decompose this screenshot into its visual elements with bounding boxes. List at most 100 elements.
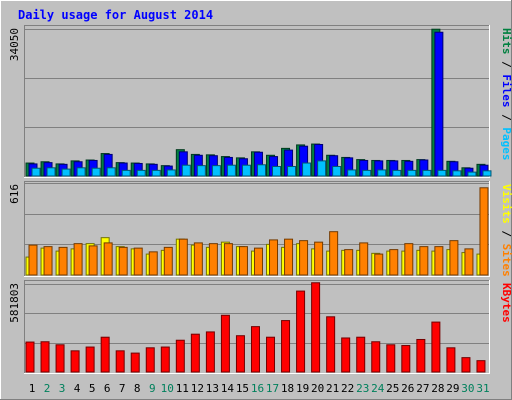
x-label-day-7: 7 bbox=[119, 382, 126, 395]
y-max-label-kbytes: 581803 bbox=[8, 283, 21, 323]
x-label-day-12: 12 bbox=[191, 382, 204, 395]
bar-kbytes-kbytes-day-26 bbox=[401, 345, 411, 373]
x-label-day-29: 29 bbox=[446, 382, 459, 395]
bar-kbytes-kbytes-day-2 bbox=[40, 341, 50, 373]
panel-kbytes: 581803 KBytes bbox=[8, 280, 512, 374]
bar-kbytes-kbytes-day-7 bbox=[115, 350, 125, 373]
legend-visits: Visits / Sites bbox=[500, 184, 512, 277]
legend-item-files: Files bbox=[500, 74, 512, 107]
x-label-day-15: 15 bbox=[236, 382, 249, 395]
bar-visits-sites-day-1 bbox=[28, 244, 38, 276]
x-label-day-27: 27 bbox=[416, 382, 429, 395]
panel-hits: 34050 Hits / Files / Pages bbox=[8, 25, 512, 178]
bar-hits-pages-day-7 bbox=[121, 169, 131, 177]
bar-hits-pages-day-10 bbox=[166, 169, 176, 177]
x-label-day-26: 26 bbox=[401, 382, 414, 395]
bar-visits-sites-day-29 bbox=[449, 240, 459, 276]
bar-kbytes-kbytes-day-22 bbox=[341, 337, 351, 373]
bar-kbytes-kbytes-day-31 bbox=[476, 360, 486, 373]
bar-kbytes-kbytes-day-19 bbox=[296, 290, 306, 373]
x-label-day-24: 24 bbox=[371, 382, 385, 395]
bar-hits-pages-day-8 bbox=[136, 169, 146, 177]
legend-item-sites: Sites bbox=[500, 244, 512, 277]
bar-visits-sites-day-31 bbox=[479, 187, 489, 276]
bar-kbytes-kbytes-day-28 bbox=[431, 321, 441, 373]
bar-kbytes-kbytes-day-6 bbox=[100, 336, 110, 373]
bar-visits-sites-day-13 bbox=[208, 243, 218, 276]
bar-visits-sites-day-24 bbox=[374, 253, 384, 276]
x-label-day-23: 23 bbox=[356, 382, 369, 395]
bar-kbytes-kbytes-day-14 bbox=[220, 314, 230, 373]
bar-hits-pages-day-31 bbox=[482, 170, 492, 177]
legend-separator: / bbox=[500, 224, 512, 244]
bar-kbytes-kbytes-day-25 bbox=[386, 344, 396, 373]
bar-hits-pages-day-26 bbox=[407, 169, 417, 177]
x-label-day-25: 25 bbox=[386, 382, 399, 395]
bar-visits-sites-day-28 bbox=[434, 246, 444, 276]
legend-text-hits: Hits / Files / Pages bbox=[500, 28, 512, 161]
bar-hits-pages-day-1 bbox=[31, 167, 41, 177]
bar-visits-sites-day-10 bbox=[163, 246, 173, 276]
bar-hits-pages-day-27 bbox=[422, 169, 432, 177]
bar-hits-pages-day-6 bbox=[106, 167, 116, 177]
bar-kbytes-kbytes-day-20 bbox=[311, 282, 321, 373]
x-label-day-5: 5 bbox=[89, 382, 96, 395]
bar-hits-pages-day-16 bbox=[256, 164, 266, 177]
bar-hits-pages-day-18 bbox=[287, 166, 297, 177]
x-label-day-3: 3 bbox=[59, 382, 66, 395]
bar-visits-sites-day-12 bbox=[193, 242, 203, 276]
bar-kbytes-kbytes-day-17 bbox=[266, 336, 276, 373]
bar-kbytes-kbytes-day-1 bbox=[25, 341, 35, 373]
bar-hits-pages-day-4 bbox=[76, 167, 86, 177]
bar-visits-sites-day-19 bbox=[299, 240, 309, 276]
x-label-day-8: 8 bbox=[134, 382, 141, 395]
bar-visits-sites-day-14 bbox=[223, 243, 233, 276]
bar-hits-pages-day-15 bbox=[241, 164, 251, 177]
x-axis-labels: 1 2 3 4 5 6 7 8 9 10 11 12 13 14 15 16 17 18 19 20 21 22 23 24 2… bbox=[29, 382, 490, 395]
bar-visits-sites-day-26 bbox=[404, 243, 414, 276]
x-label-day-14: 14 bbox=[221, 382, 235, 395]
legend-kbytes: KBytes bbox=[500, 283, 512, 323]
bar-kbytes-kbytes-day-21 bbox=[326, 316, 336, 373]
x-label-day-17: 17 bbox=[266, 382, 279, 395]
bar-kbytes-kbytes-day-5 bbox=[85, 346, 95, 373]
bar-hits-pages-day-30 bbox=[467, 171, 477, 177]
bar-hits-pages-day-11 bbox=[181, 164, 191, 177]
bar-hits-pages-day-28 bbox=[437, 169, 447, 177]
bar-hits-pages-day-21 bbox=[332, 166, 342, 177]
x-label-day-4: 4 bbox=[74, 382, 81, 395]
bar-visits-sites-day-8 bbox=[133, 247, 143, 276]
bar-kbytes-kbytes-day-27 bbox=[416, 338, 426, 373]
x-label-day-20: 20 bbox=[311, 382, 324, 395]
bar-kbytes-kbytes-day-4 bbox=[70, 350, 80, 373]
x-label-day-21: 21 bbox=[326, 382, 339, 395]
bar-kbytes-kbytes-day-10 bbox=[160, 346, 170, 373]
bar-visits-sites-day-27 bbox=[419, 246, 429, 276]
bar-visits-sites-day-22 bbox=[344, 249, 354, 276]
bar-visits-sites-day-21 bbox=[329, 231, 339, 276]
legend-separator: / bbox=[500, 55, 512, 75]
bar-visits-sites-day-7 bbox=[118, 246, 128, 276]
bar-kbytes-kbytes-day-11 bbox=[175, 339, 185, 373]
bar-kbytes-kbytes-day-3 bbox=[55, 344, 65, 373]
bar-kbytes-kbytes-day-16 bbox=[250, 326, 260, 373]
x-label-day-10: 10 bbox=[161, 382, 174, 395]
x-label-day-30: 30 bbox=[461, 382, 474, 395]
legend-item-kbytes: KBytes bbox=[500, 283, 512, 323]
panel-visits: 616 Visits / Sites bbox=[8, 181, 512, 277]
bar-hits-pages-day-29 bbox=[452, 170, 462, 177]
bar-visits-sites-day-18 bbox=[284, 238, 294, 276]
y-max-label-hits: 34050 bbox=[8, 28, 21, 61]
chart-panels: 34050 Hits / Files / Pages 616 Visits / Sit… bbox=[8, 25, 512, 374]
bar-hits-pages-day-13 bbox=[211, 165, 221, 177]
bar-kbytes-kbytes-day-24 bbox=[371, 341, 381, 373]
bar-visits-sites-day-23 bbox=[359, 242, 369, 276]
bar-visits-sites-day-30 bbox=[464, 248, 474, 276]
bar-hits-pages-day-12 bbox=[196, 165, 206, 177]
bar-hits-pages-day-5 bbox=[91, 167, 101, 177]
bar-visits-sites-day-16 bbox=[253, 247, 263, 276]
x-label-day-19: 19 bbox=[296, 382, 309, 395]
x-label-day-9: 9 bbox=[149, 382, 156, 395]
x-label-day-2: 2 bbox=[44, 382, 51, 395]
x-label-day-22: 22 bbox=[341, 382, 354, 395]
